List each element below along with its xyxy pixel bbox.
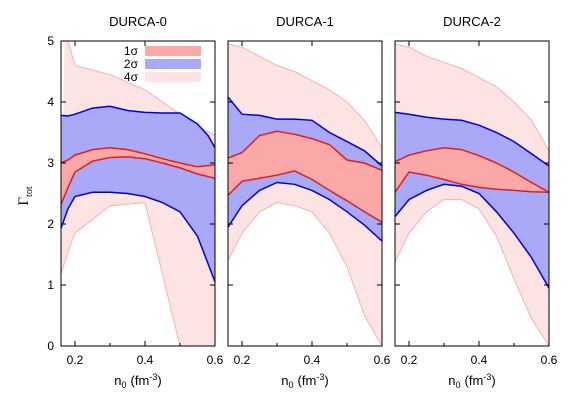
band-1sigma-fill bbox=[228, 131, 382, 223]
legend-swatch-2sigma bbox=[145, 59, 201, 69]
panel-frame bbox=[60, 40, 216, 347]
band-1sigma-upper-line bbox=[61, 147, 215, 168]
y-tick-label: 1 bbox=[47, 278, 54, 292]
band-4sigma-lower-line bbox=[395, 199, 549, 346]
y-axis-label-sub: tot bbox=[24, 186, 35, 197]
band-4sigma-lower-line bbox=[61, 202, 215, 346]
plot-area bbox=[228, 43, 382, 346]
band-4sigma-upper-line bbox=[228, 43, 382, 149]
panel-1: DURCA-1 0.2 0.4 0.6 n0 (fm-3) bbox=[227, 14, 391, 390]
panel-frame bbox=[394, 40, 550, 347]
band-2sigma-upper-line bbox=[228, 96, 382, 167]
band-2sigma-upper-line bbox=[395, 111, 549, 167]
x-axis-label-unit: (fm bbox=[298, 373, 317, 388]
y-tick-label: 2 bbox=[47, 217, 54, 231]
legend-label-4sigma: 4σ bbox=[124, 70, 139, 84]
legend-swatch-4sigma bbox=[145, 72, 201, 82]
x-axis-label-unit: (fm bbox=[131, 373, 150, 388]
panel-title: DURCA-0 bbox=[109, 14, 167, 29]
x-tick-label: 0.6 bbox=[374, 353, 391, 367]
band-1sigma-upper-line bbox=[228, 130, 382, 171]
legend-swatch-1sigma bbox=[145, 46, 201, 56]
band-1sigma-lower-line bbox=[61, 156, 215, 205]
y-tick-label: 3 bbox=[47, 156, 54, 170]
x-axis-label-main: n bbox=[114, 373, 121, 388]
band-1sigma-lower-line bbox=[395, 171, 549, 194]
band-4sigma-upper-line bbox=[395, 43, 549, 152]
x-axis-label: n0 (fm-3) bbox=[114, 372, 161, 390]
x-axis-label-unit-close: ) bbox=[157, 373, 161, 388]
band-2sigma-lower-line bbox=[395, 183, 549, 289]
y-axis-label-main: Γ bbox=[16, 197, 32, 206]
x-axis-label: n0 (fm-3) bbox=[281, 372, 328, 390]
x-tick-label: 0.4 bbox=[304, 353, 321, 367]
band-2sigma-lower-line bbox=[61, 191, 215, 283]
x-axis-label-sub: 0 bbox=[289, 380, 294, 390]
x-axis-label-unit-sup: -3 bbox=[149, 372, 157, 382]
x-axis-label-sub: 0 bbox=[456, 380, 461, 390]
band-4sigma-lower-line bbox=[228, 202, 382, 346]
x-axis-label: n0 (fm-3) bbox=[448, 372, 495, 390]
x-axis-label-sub: 0 bbox=[122, 380, 127, 390]
band-1sigma-lower-line bbox=[228, 170, 382, 223]
legend: 1σ 2σ 4σ bbox=[124, 44, 201, 84]
band-2sigma-lower-line bbox=[228, 181, 382, 242]
panel-frame bbox=[227, 40, 383, 347]
x-axis-label-unit-close: ) bbox=[324, 373, 328, 388]
x-axis-label-main: n bbox=[281, 373, 288, 388]
x-axis-label-unit: (fm bbox=[465, 373, 484, 388]
y-tick-label: 5 bbox=[47, 34, 54, 48]
band-2sigma-upper-line bbox=[61, 105, 215, 149]
band-1sigma-fill bbox=[395, 147, 549, 193]
x-axis-label-unit-close: ) bbox=[491, 373, 495, 388]
band-1sigma-upper-line bbox=[395, 147, 549, 193]
x-tick-label: 0.4 bbox=[137, 353, 154, 367]
x-axis-label-unit-sup: -3 bbox=[483, 372, 491, 382]
panel-title: DURCA-2 bbox=[443, 14, 501, 29]
plot-area bbox=[61, 41, 215, 346]
y-tick-label: 4 bbox=[47, 95, 54, 109]
y-tick-label: 0 bbox=[47, 339, 54, 353]
plot-area bbox=[395, 43, 549, 346]
x-axis-label-unit-sup: -3 bbox=[316, 372, 324, 382]
panel-title: DURCA-1 bbox=[276, 14, 334, 29]
panel-2: DURCA-2 0.2 0.4 0.6 n0 (fm-3) bbox=[394, 14, 558, 390]
legend-label-2sigma: 2σ bbox=[124, 57, 139, 71]
legend-label-1sigma: 1σ bbox=[124, 44, 139, 58]
y-axis-label: Γtot bbox=[16, 186, 35, 205]
x-tick-label: 0.4 bbox=[471, 353, 488, 367]
x-tick-label: 0.2 bbox=[401, 353, 418, 367]
x-tick-label: 0.6 bbox=[541, 353, 558, 367]
x-tick-label: 0.2 bbox=[234, 353, 251, 367]
x-axis-label-main: n bbox=[448, 373, 455, 388]
x-tick-label: 0.6 bbox=[207, 353, 224, 367]
svg-text:Γtot: Γtot bbox=[16, 186, 35, 205]
x-tick-label: 0.2 bbox=[67, 353, 84, 367]
